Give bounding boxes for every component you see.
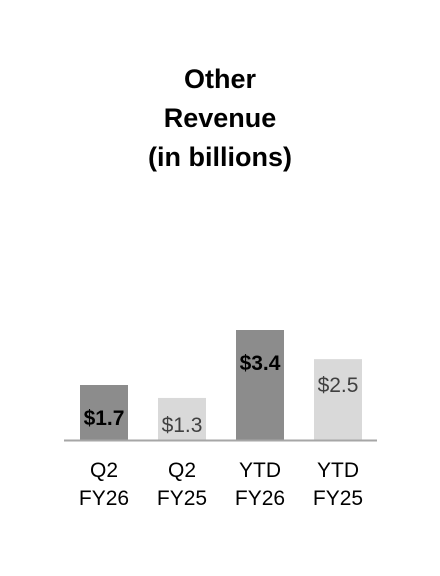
chart-title-line-3: (in billions) bbox=[148, 142, 292, 172]
chart-title-line-2: Revenue bbox=[163, 103, 277, 133]
category-label-3-1: FY25 bbox=[313, 487, 363, 510]
category-label-0-1: FY26 bbox=[79, 487, 129, 510]
category-label-1-0: Q2 bbox=[168, 459, 196, 482]
value-label-2: $3.4 bbox=[240, 352, 281, 375]
bar-0 bbox=[80, 385, 128, 440]
value-label-3: $2.5 bbox=[318, 374, 359, 397]
category-label-3-0: YTD bbox=[317, 459, 359, 482]
chart-title-line-1: Other bbox=[183, 64, 256, 94]
value-label-1: $1.3 bbox=[162, 414, 203, 437]
category-label-2-0: YTD bbox=[239, 459, 281, 482]
bar-3 bbox=[314, 359, 362, 440]
category-label-2-1: FY26 bbox=[235, 487, 285, 510]
value-label-0: $1.7 bbox=[84, 407, 125, 430]
category-label-0-0: Q2 bbox=[90, 459, 118, 482]
category-label-1-1: FY25 bbox=[157, 487, 207, 510]
bar-1 bbox=[158, 397, 206, 440]
bar-2 bbox=[236, 330, 284, 440]
chart-title: Other Revenue (in billions) bbox=[0, 60, 440, 177]
